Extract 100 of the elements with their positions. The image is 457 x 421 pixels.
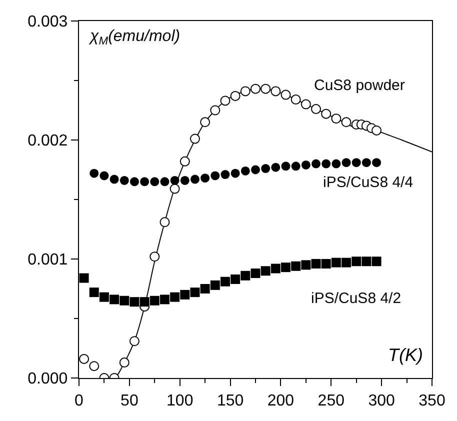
point [321,259,331,269]
point [210,280,220,290]
point [250,84,260,94]
point [332,159,341,168]
x-tick-label: 350 [418,392,446,410]
point [342,258,352,268]
point [150,252,160,262]
point [321,108,332,119]
point [290,94,301,105]
point [119,358,130,368]
point [129,336,140,346]
point [372,256,382,266]
point [220,96,230,106]
series-label: iPS/CuS8 4/4 [323,174,414,191]
y-tick-label: 0.000 [28,370,68,388]
point [110,174,119,184]
point [160,177,170,186]
point [220,276,230,286]
point [190,288,200,298]
point [352,158,361,168]
point [100,171,109,180]
point [230,168,240,178]
point [291,162,300,171]
point [160,294,170,304]
point [240,166,250,176]
x-tick-label: 150 [216,392,244,410]
point [89,288,99,298]
point [341,117,352,128]
point [362,256,372,266]
point [200,174,210,183]
x-tick-label: 0 [74,392,84,410]
point [271,162,280,172]
point [270,264,280,274]
point [150,177,160,186]
x-tick-label: 300 [368,392,396,410]
x-tick-label: 50 [120,392,138,410]
point [301,260,311,270]
point [261,164,270,174]
point [281,262,291,272]
point [150,296,160,306]
point [291,261,301,271]
point [331,114,342,124]
x-tick-label: 250 [318,392,345,410]
point [170,176,180,185]
point [79,273,89,283]
point [281,162,290,171]
point [79,354,90,364]
x-tick-label: 100 [166,392,194,410]
point [130,177,139,186]
point [180,176,190,185]
point [140,297,150,307]
point [280,90,291,100]
point [311,104,322,114]
point [190,134,200,144]
point [210,171,220,180]
point [220,170,230,180]
point [342,158,351,168]
point [260,84,271,94]
point [190,174,200,184]
point [110,294,120,304]
point [180,290,190,300]
point [170,292,180,302]
point [250,268,260,278]
y-tick-label: 0.003 [28,14,68,31]
point [230,274,240,284]
point [270,86,281,96]
point [130,297,140,307]
y-tick-label: 0.001 [28,252,68,269]
point [300,99,311,110]
point [251,165,260,174]
point [160,217,170,228]
y-axis-title: χ$_{M}$(emu/mol) [88,28,180,48]
point [322,159,331,168]
x-tick-label: 200 [267,392,294,410]
point [200,284,210,294]
x-axis-title: T(K) [388,345,423,365]
point [362,158,371,168]
point [311,259,321,269]
point [240,86,250,96]
point [260,266,270,276]
point [352,256,362,266]
point [120,296,130,306]
point [240,270,250,280]
point [230,90,240,101]
point [140,177,150,186]
series-label: iPS/CuS8 4/2 [311,290,402,307]
point [170,184,180,194]
point [89,361,100,372]
point [372,125,382,136]
point [180,156,190,166]
point [210,105,220,116]
point [372,158,382,168]
point [312,159,321,168]
point [301,160,310,170]
series-label: CuS8 powder [314,77,405,94]
y-tick-label: 0.002 [28,132,68,150]
point [99,292,109,302]
point [90,168,99,178]
point [331,258,341,268]
point [200,117,210,128]
